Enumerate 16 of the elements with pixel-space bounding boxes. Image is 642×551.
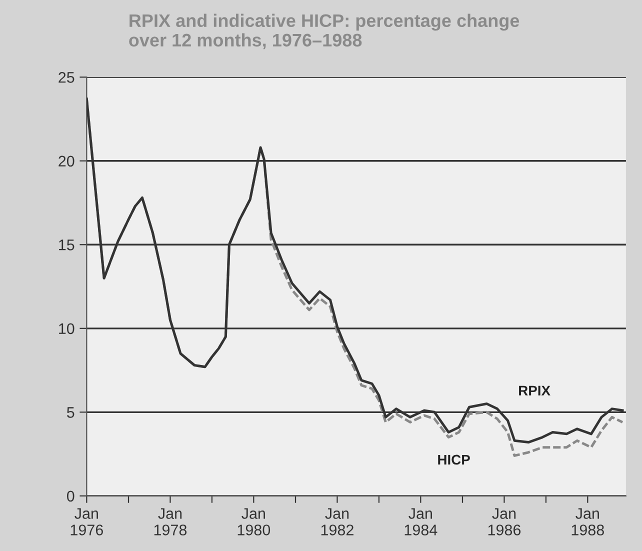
y-tick-label: 5 — [66, 407, 74, 418]
y-tick-label: 25 — [58, 72, 74, 83]
series-label: RPIX — [519, 386, 550, 396]
y-tick-label: 0 — [66, 490, 74, 502]
x-tick-label: Jan 1980 — [238, 508, 270, 536]
x-tick-label: Jan 1984 — [404, 508, 438, 536]
y-tick-label: 15 — [59, 240, 74, 250]
y-tick-label: 10 — [59, 323, 74, 334]
x-tick-label: Jan 1986 — [488, 508, 521, 536]
x-tick-label: Jan 1976 — [70, 508, 103, 536]
series-label: HICP — [438, 454, 470, 465]
chart-title: RPIX and indicative HICP: percentage change over 12 months, 1976–1988 — [129, 14, 520, 50]
x-tick-label: Jan 1982 — [321, 508, 354, 536]
x-tick-label: Jan 1988 — [572, 508, 604, 536]
x-tick-label: Jan 1978 — [154, 508, 187, 536]
y-tick-label: 20 — [58, 156, 74, 167]
